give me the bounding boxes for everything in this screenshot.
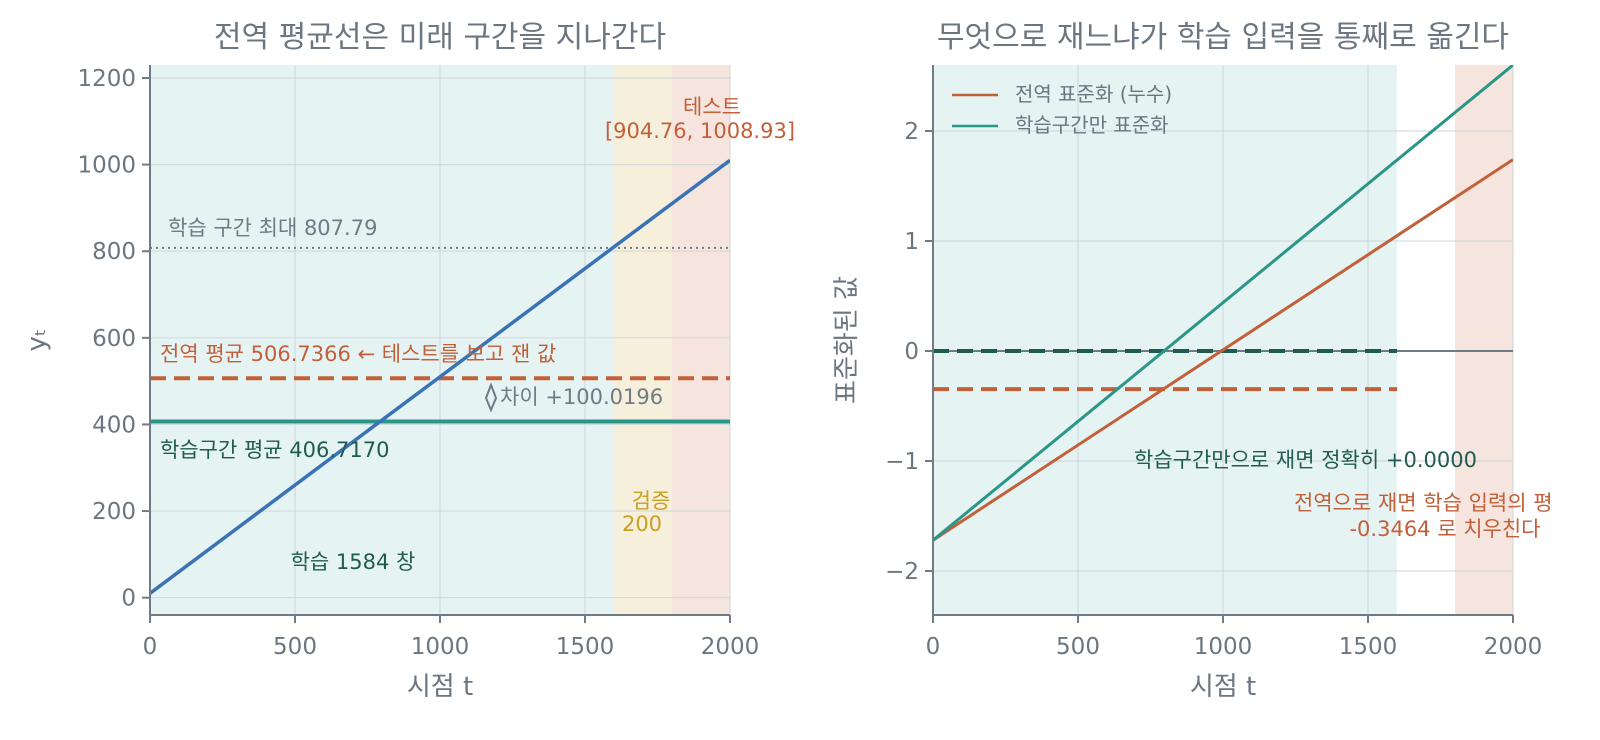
left-grid [149,65,731,615]
right-legend: 전역 표준화 (누수) 학습구간만 표준화 [952,82,1172,137]
right-series-train [933,65,1513,542]
legend-label-train: 학습구간만 표준화 [1015,113,1169,137]
left-val-label: 검증 [632,489,671,513]
left-global-mean-label: 전역 평균 506.7366 ← 테스트를 보고 잰 값 [160,342,556,366]
right-global-label-line2: -0.3464 로 치우친다 [1349,517,1540,541]
right-x-tick-label-500: 500 [1056,634,1100,660]
left-y-tick-label-800: 800 [92,239,136,265]
right-x-ticks: 0 500 1000 1500 2000 [926,615,1543,660]
right-y-tick-label-0: 0 [904,339,919,365]
left-y-tick-label-1000: 1000 [77,153,136,179]
left-x-tick-label-2000: 2000 [701,634,760,660]
left-x-ticks: 0 500 1000 1500 2000 [143,615,760,660]
left-chart: 전역 평균선은 미래 구간을 지나간다 0 500 1000 1500 2000 0 20… [22,20,795,702]
right-y-tick-label-2: 2 [904,119,919,145]
right-chart: 무엇으로 재느냐가 학습 입력을 통째로 옮긴다 0 500 1000 1500 200… [832,20,1553,702]
left-train-mean-label: 학습구간 평균 406.7170 [160,438,389,462]
left-test-range: [904.76, 1008.93] [605,119,795,143]
left-test-label: 테스트 [683,95,741,119]
left-train-count-label: 학습 1584 창 [291,550,416,574]
left-val-count: 200 [622,512,662,536]
right-regions [933,65,1513,615]
left-y-tick-label-0: 0 [121,586,136,612]
left-y-axis-label: yₜ [22,328,52,351]
left-regions [150,65,730,615]
right-y-ticks: −2 −1 0 1 2 [885,119,933,585]
left-y-tick-label-1200: 1200 [77,66,136,92]
left-gap-arrow-icon [484,382,498,413]
right-region-train [933,65,1397,615]
right-chart-title: 무엇으로 재느냐가 학습 입력을 통째로 옮긴다 [937,20,1509,55]
left-series-line [150,158,730,595]
left-x-tick-label-1500: 1500 [556,634,615,660]
left-gap-label: 차이 +100.0196 [500,385,663,409]
right-y-axis-label: 표준화된 값 [832,276,862,404]
right-y-tick-label--2: −2 [885,559,919,585]
left-x-tick-label-1000: 1000 [411,634,470,660]
left-y-tick-label-200: 200 [92,499,136,525]
right-x-tick-label-1000: 1000 [1194,634,1253,660]
left-y-tick-label-400: 400 [92,412,136,438]
right-x-axis-label: 시점 t [1190,672,1256,702]
right-x-tick-label-0: 0 [926,634,941,660]
right-train-only-label: 학습구간만으로 재면 정확히 +0.0000 [1134,448,1477,472]
right-y-tick-label--1: −1 [885,449,919,475]
left-x-tick-label-0: 0 [143,634,158,660]
left-region-val [614,65,672,615]
right-region-test [1455,65,1513,615]
legend-label-global: 전역 표준화 (누수) [1015,82,1172,106]
left-chart-title: 전역 평균선은 미래 구간을 지나간다 [214,20,666,55]
left-y-tick-label-600: 600 [92,326,136,352]
right-x-tick-label-2000: 2000 [1484,634,1543,660]
left-x-tick-label-500: 500 [273,634,317,660]
right-global-label-line1: 전역으로 재면 학습 입력의 평 [1294,491,1553,515]
left-region-train [150,65,614,615]
left-x-axis-label: 시점 t [407,672,473,702]
right-series-global [933,158,1513,542]
left-y-ticks: 0 200 400 600 800 1000 1200 [77,66,150,612]
left-region-test [672,65,730,615]
right-y-tick-label-1: 1 [904,229,919,255]
left-train-max-label: 학습 구간 최대 807.79 [168,216,377,240]
right-x-tick-label-1500: 1500 [1339,634,1398,660]
